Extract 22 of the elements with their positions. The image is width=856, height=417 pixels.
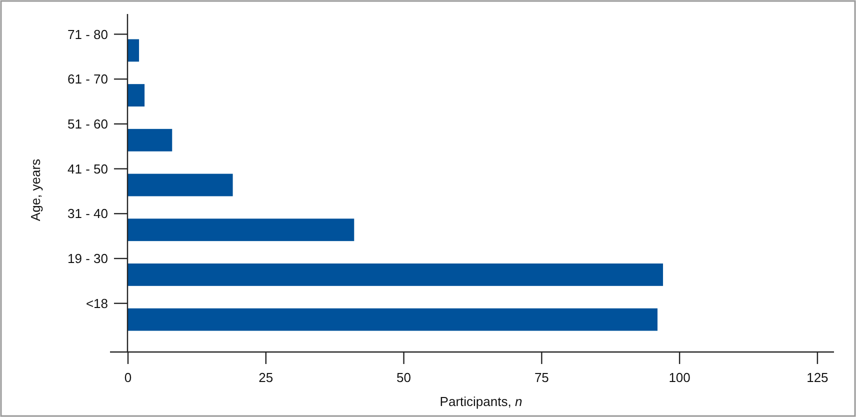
y-tick-label: 41 - 50 [68,161,108,176]
bar [128,128,172,152]
x-tick-label: 100 [668,370,690,385]
x-tick-label: 25 [258,370,274,385]
y-axis-title: Age, years [28,158,43,222]
x-tick-label: 50 [396,370,412,385]
bar [128,308,658,331]
bar [128,84,145,106]
bar [128,218,354,242]
x-tick-label: 75 [534,370,549,385]
y-tick-label: 19 - 30 [68,251,108,266]
x-axis-title: Participants, n [440,394,522,409]
y-tick-label: <18 [86,296,108,311]
y-tick-label: 51 - 60 [68,116,108,132]
x-tick-label: 125 [806,370,828,385]
bar [128,174,233,196]
y-tick-label: 61 - 70 [68,72,108,87]
bar [128,39,140,62]
y-tick-label: 71 - 80 [68,26,108,42]
x-tick-label: 0 [124,370,132,385]
y-tick-label: 31 - 40 [68,206,108,222]
bar [128,264,664,286]
